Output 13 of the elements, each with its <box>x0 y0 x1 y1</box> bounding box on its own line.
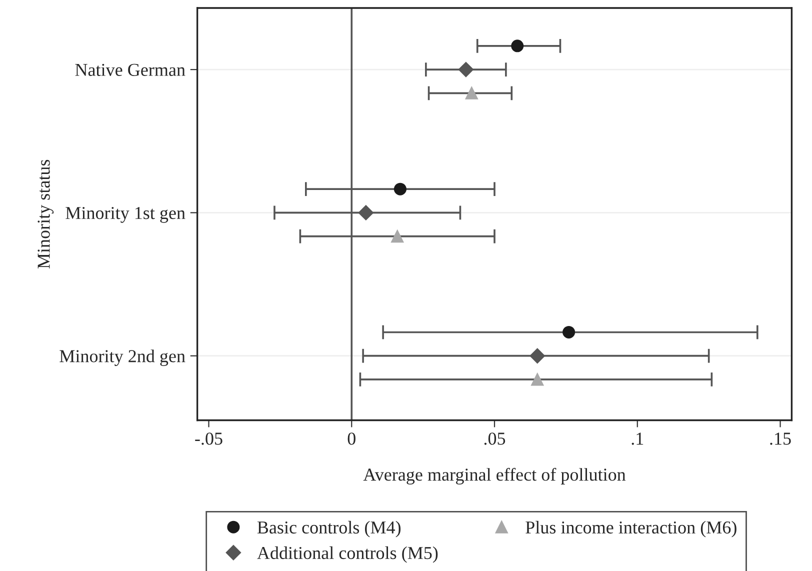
legend-label: Basic controls (M4) <box>257 520 401 538</box>
y-tick-label: Native German <box>75 64 186 76</box>
legend-label: Plus income interaction (M6) <box>526 520 736 538</box>
x-tick-label: .15 <box>770 432 791 445</box>
legend-label: Additional controls (M5) <box>257 546 438 563</box>
x-axis-title: Average marginal effect of pollution <box>363 468 626 484</box>
x-tick-label: .1 <box>632 432 644 445</box>
x-tick-label: -.05 <box>195 432 222 445</box>
y-tick-label: Minority 2nd gen <box>60 350 186 366</box>
x-tick-label: .05 <box>484 432 506 445</box>
x-tick-label: 0 <box>348 432 356 445</box>
y-axis-title: Minority status <box>38 160 54 269</box>
y-tick-label: Minority 1st gen <box>66 206 186 223</box>
